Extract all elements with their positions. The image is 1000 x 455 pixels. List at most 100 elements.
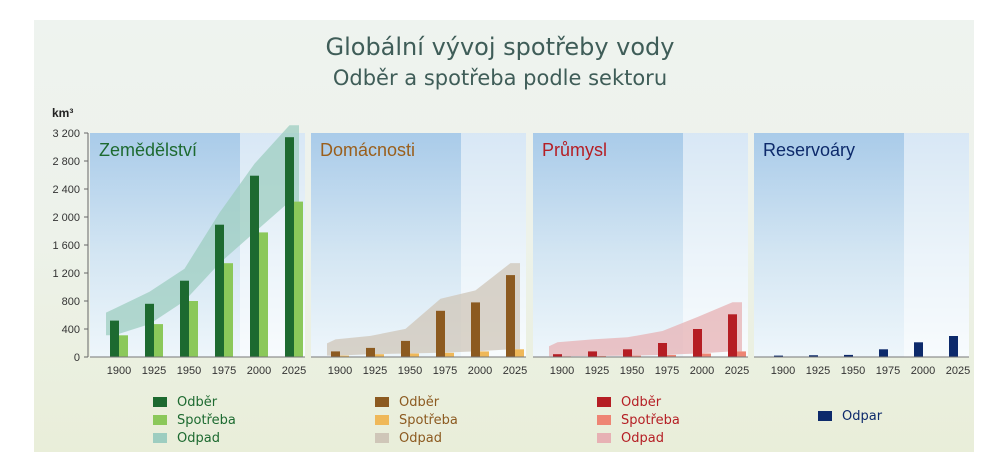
bar-odber bbox=[809, 355, 818, 357]
y-tick-label: 1 600 bbox=[52, 240, 80, 252]
bar-spotreba bbox=[119, 335, 128, 357]
bar-spotreba bbox=[259, 232, 268, 357]
bar-odber bbox=[658, 343, 667, 357]
bar-spotreba bbox=[375, 354, 384, 357]
bar-odber bbox=[728, 314, 737, 357]
legend-entry: Spotřeba bbox=[375, 411, 458, 429]
x-tick-label: 2025 bbox=[946, 365, 970, 377]
legend-entry: Odpad bbox=[375, 429, 458, 447]
legend: Odběr Spotřeba Odpad bbox=[597, 393, 680, 447]
x-tick-label: 1925 bbox=[585, 365, 609, 377]
legend-label: Odpad bbox=[177, 430, 220, 446]
panel-title: Domácnosti bbox=[320, 140, 415, 160]
legend-label: Odběr bbox=[177, 394, 218, 410]
legend-entry: Spotřeba bbox=[597, 411, 680, 429]
bar-odber bbox=[844, 354, 853, 357]
panel-title: Zemědělství bbox=[99, 140, 197, 160]
bar-odber bbox=[436, 310, 445, 357]
panel-title: Průmysl bbox=[542, 140, 607, 160]
y-tick-label: 2 000 bbox=[52, 212, 80, 224]
bar-spotreba bbox=[737, 351, 746, 357]
x-tick-label: 1900 bbox=[771, 365, 795, 377]
y-tick-label: 0 bbox=[74, 352, 80, 364]
bar-spotreba bbox=[410, 353, 419, 357]
x-tick-label: 1900 bbox=[328, 365, 352, 377]
legend-swatch bbox=[597, 415, 611, 425]
legend-swatch bbox=[375, 433, 389, 443]
x-tick-label: 2000 bbox=[468, 365, 492, 377]
legend-label: Odběr bbox=[621, 394, 662, 410]
legend-label: Spotřeba bbox=[621, 412, 680, 428]
x-tick-label: 1950 bbox=[620, 365, 644, 377]
bar-spotreba bbox=[189, 301, 198, 357]
legend-label: Spotřeba bbox=[399, 412, 458, 428]
legend-swatch bbox=[375, 397, 389, 407]
legend-swatch bbox=[375, 415, 389, 425]
legend-swatch bbox=[153, 397, 167, 407]
x-tick-label: 1900 bbox=[107, 365, 131, 377]
y-tick-label: 2 400 bbox=[52, 184, 80, 196]
y-tick-label: 400 bbox=[62, 324, 80, 336]
bar-spotreba bbox=[154, 324, 163, 357]
x-tick-label: 1950 bbox=[841, 365, 865, 377]
bar-spotreba bbox=[224, 263, 233, 357]
x-tick-label: 2000 bbox=[247, 365, 271, 377]
x-tick-label: 2025 bbox=[725, 365, 749, 377]
bar-odber bbox=[553, 354, 562, 357]
bar-spotreba bbox=[597, 355, 606, 357]
bar-odber bbox=[623, 349, 632, 357]
bar-spotreba bbox=[445, 352, 454, 357]
bar-odber bbox=[110, 320, 119, 357]
legend-entry: Odběr bbox=[153, 393, 236, 411]
x-tick-label: 1900 bbox=[550, 365, 574, 377]
x-tick-label: 1950 bbox=[177, 365, 201, 377]
legend: Odpar bbox=[818, 407, 882, 425]
x-tick-label: 1925 bbox=[363, 365, 387, 377]
bar-odber bbox=[506, 275, 515, 357]
projection-zone bbox=[904, 133, 969, 357]
bar-odber bbox=[401, 340, 410, 357]
legend-swatch bbox=[153, 415, 167, 425]
bar-spotreba bbox=[480, 351, 489, 357]
x-tick-label: 2025 bbox=[503, 365, 527, 377]
x-tick-label: 1975 bbox=[876, 365, 900, 377]
legend-label: Spotřeba bbox=[177, 412, 236, 428]
y-tick-label: 800 bbox=[62, 296, 80, 308]
legend: Odběr Spotřeba Odpad bbox=[153, 393, 236, 447]
bar-odber bbox=[588, 351, 597, 357]
chart-title: Globální vývoj spotřeby vody bbox=[325, 33, 675, 61]
bar-odber bbox=[774, 355, 783, 357]
x-tick-label: 1950 bbox=[398, 365, 422, 377]
bar-odber bbox=[879, 349, 888, 357]
x-tick-label: 1925 bbox=[806, 365, 830, 377]
bar-spotreba bbox=[515, 349, 524, 357]
x-tick-label: 1975 bbox=[655, 365, 679, 377]
bar-odber bbox=[693, 329, 702, 357]
bar-odber bbox=[285, 137, 294, 357]
bar-odber bbox=[180, 280, 189, 357]
bar-odber bbox=[331, 351, 340, 357]
legend-label: Odpad bbox=[399, 430, 442, 446]
x-tick-label: 2000 bbox=[911, 365, 935, 377]
x-tick-label: 1925 bbox=[142, 365, 166, 377]
legend: Odběr Spotřeba Odpad bbox=[375, 393, 458, 447]
bar-spotreba bbox=[632, 355, 641, 357]
legend-swatch bbox=[153, 433, 167, 443]
bar-spotreba bbox=[702, 353, 711, 357]
legend-swatch bbox=[597, 433, 611, 443]
bar-odber bbox=[215, 224, 224, 357]
bar-spotreba bbox=[294, 201, 303, 357]
legend-swatch bbox=[597, 397, 611, 407]
x-tick-label: 1975 bbox=[212, 365, 236, 377]
chart-subtitle: Odběr a spotřeba podle sektoru bbox=[332, 66, 668, 90]
bar-odber bbox=[250, 175, 259, 357]
x-tick-label: 1975 bbox=[433, 365, 457, 377]
bar-odber bbox=[366, 347, 375, 357]
y-tick-label: 3 200 bbox=[52, 128, 80, 140]
bar-odber bbox=[914, 342, 923, 357]
bar-spotreba bbox=[667, 354, 676, 357]
bar-spotreba bbox=[340, 355, 349, 357]
legend-entry: Odpad bbox=[153, 429, 236, 447]
legend-label: Odpad bbox=[621, 430, 664, 446]
